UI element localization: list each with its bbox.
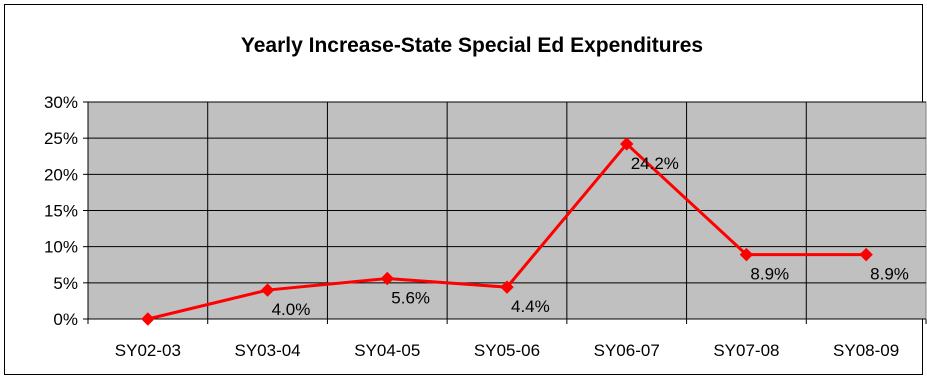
data-point (620, 137, 634, 151)
y-tick-label: 10% (44, 238, 78, 257)
plot-area: 0% 5% 10% 15% 20% 25% 30% SY02-03 SY03-04 SY04-05… (44, 93, 927, 360)
y-tick-label: 0% (53, 310, 78, 329)
data-point (141, 312, 155, 326)
data-label: 4.0% (272, 300, 311, 319)
data-point (500, 280, 514, 294)
y-tick-label: 25% (44, 129, 78, 148)
x-tick-label: SY02-03 (115, 341, 181, 360)
y-tick-label: 5% (53, 274, 78, 293)
data-point (739, 247, 754, 262)
y-tick-label: 30% (44, 93, 78, 112)
data-point (260, 283, 275, 297)
data-point (380, 271, 394, 286)
data-label: 4.4% (511, 297, 550, 316)
data-label: 8.9% (750, 265, 789, 284)
data-point (859, 247, 873, 262)
x-tick-label: SY08-09 (833, 341, 899, 360)
x-tick-label: SY03-04 (234, 341, 300, 360)
x-tick-label: SY06-07 (594, 341, 660, 360)
x-tick-label: SY07-08 (713, 341, 779, 360)
y-tick-label: 15% (44, 202, 78, 221)
data-label: 8.9% (870, 265, 909, 284)
y-tick-label: 20% (44, 165, 78, 184)
data-label: 24.2% (631, 154, 679, 173)
chart-title: Yearly Increase-State Special Ed Expendi… (241, 34, 703, 57)
data-label: 5.6% (391, 288, 430, 307)
x-tick-label: SY05-06 (474, 341, 540, 360)
x-tick-label: SY04-05 (354, 341, 420, 360)
